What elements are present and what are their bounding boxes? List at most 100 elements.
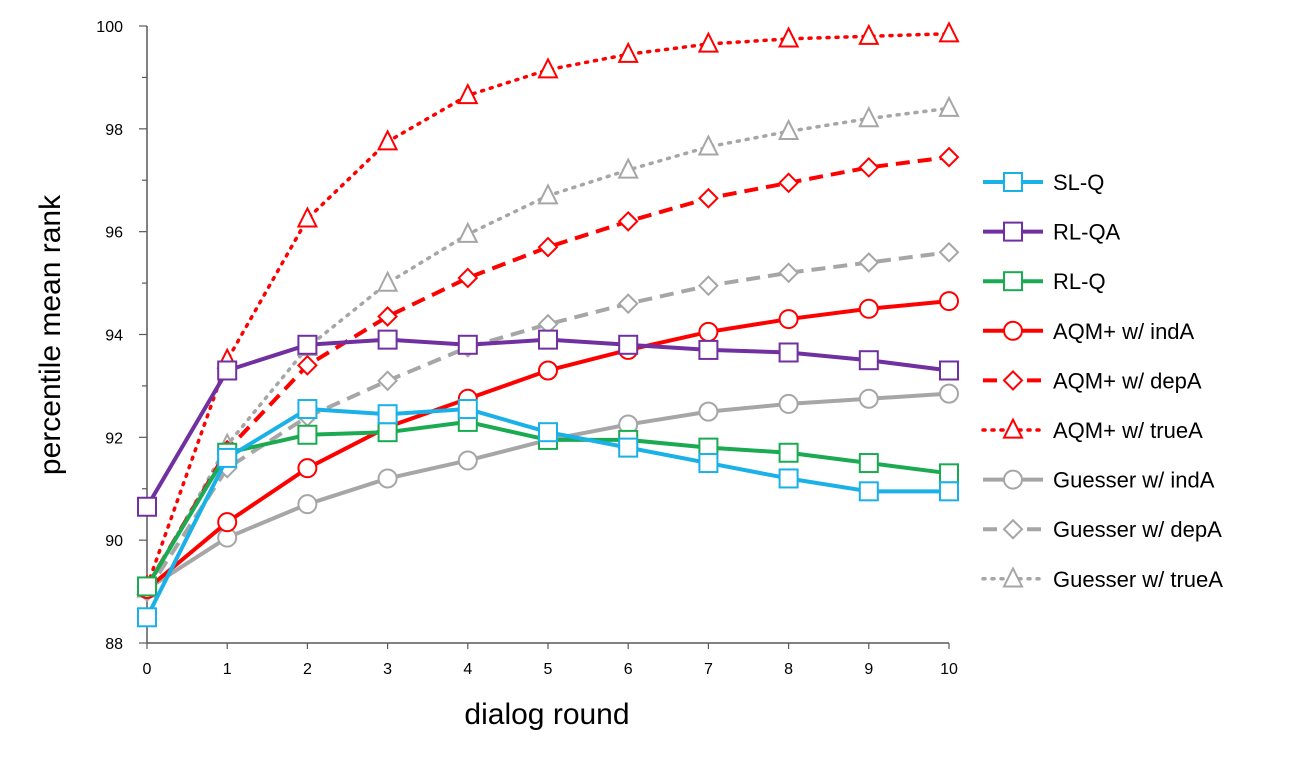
legend-item: RL-QA — [983, 220, 1121, 245]
data-point — [457, 450, 478, 471]
data-point — [939, 291, 959, 312]
data-point — [457, 399, 478, 420]
x-axis: 0 1 2 3 4 5 6 7 8 9 10 — [143, 642, 958, 678]
data-point — [617, 41, 639, 63]
data-point — [939, 360, 959, 381]
legend-label: RL-QA — [1053, 220, 1121, 245]
legend-label: SL-Q — [1053, 170, 1104, 195]
data-point — [377, 370, 399, 392]
data-point — [777, 118, 800, 141]
data-point — [858, 298, 879, 319]
data-point — [457, 82, 479, 105]
data-point — [698, 339, 719, 360]
x-tick-label: 8 — [784, 661, 793, 678]
legend-label: RL-Q — [1053, 269, 1106, 294]
data-point — [938, 146, 960, 168]
data-point — [697, 187, 719, 209]
data-point — [697, 275, 719, 297]
data-point — [297, 399, 318, 420]
legend-item: SL-Q — [983, 170, 1104, 195]
series-aqm-w-truea — [136, 21, 960, 596]
data-point — [697, 134, 720, 156]
legend-item: AQM+ w/ trueA — [981, 417, 1203, 443]
data-point — [778, 262, 800, 284]
legend: SL-Q RL-QA RL-Q AQM+ w/ indA AQM+ w/ depA AQM… — [981, 170, 1223, 592]
data-point — [377, 306, 399, 327]
legend-marker — [1003, 469, 1023, 490]
legend-item: Guesser w/ depA — [983, 517, 1222, 542]
legend-label: AQM+ w/ depA — [1053, 368, 1202, 393]
data-point — [617, 157, 639, 179]
data-point — [858, 388, 879, 409]
legend-item: AQM+ w/ indA — [983, 319, 1195, 344]
legend-label: Guesser w/ trueA — [1053, 567, 1223, 592]
y-tick-label: 90 — [105, 533, 123, 550]
series-line — [145, 31, 951, 589]
data-point — [778, 468, 799, 489]
legend-item: RL-Q — [983, 269, 1106, 294]
data-point — [778, 172, 800, 194]
data-point — [617, 293, 639, 315]
legend-label: Guesser w/ indA — [1053, 468, 1215, 493]
x-tick-label: 2 — [303, 661, 312, 678]
legend-marker — [1002, 566, 1024, 588]
x-tick-label: 5 — [544, 661, 553, 678]
legend-label: AQM+ w/ indA — [1053, 319, 1195, 344]
legend-marker — [1003, 320, 1023, 341]
data-point — [297, 458, 318, 479]
data-point — [618, 334, 639, 355]
legend-marker — [1003, 271, 1023, 292]
data-point — [698, 321, 719, 342]
data-point — [376, 270, 399, 292]
data-point — [538, 360, 558, 381]
x-tick-label: 9 — [864, 661, 873, 678]
legend-label: Guesser w/ depA — [1053, 517, 1222, 542]
legend-marker — [1002, 417, 1024, 439]
series-line — [145, 250, 950, 593]
legend-marker — [1003, 172, 1023, 192]
legend-label: AQM+ w/ trueA — [1053, 418, 1203, 443]
series-rl-qa — [137, 329, 959, 517]
data-point — [858, 252, 880, 273]
data-point — [938, 241, 960, 263]
data-point — [137, 576, 157, 597]
data-point — [938, 95, 960, 117]
series-sl-q — [137, 399, 959, 628]
x-tick-label: 3 — [383, 661, 392, 678]
data-point — [537, 183, 559, 205]
x-tick-label: 1 — [223, 661, 232, 678]
x-tick-label: 6 — [624, 661, 633, 678]
y-axis: 88 90 92 94 96 98 100 — [96, 19, 148, 653]
data-point — [858, 350, 879, 371]
series-aqm-w-depa — [136, 146, 960, 597]
data-point — [538, 329, 558, 350]
data-point — [217, 360, 238, 381]
series-guesser-w-depa — [136, 241, 960, 602]
data-point — [537, 57, 559, 79]
data-point — [939, 481, 959, 502]
data-point — [618, 437, 639, 458]
data-point — [137, 496, 157, 517]
data-point — [377, 422, 398, 443]
data-point — [858, 481, 879, 502]
data-point — [698, 401, 719, 422]
data-point — [938, 21, 960, 43]
legend-item: Guesser w/ indA — [983, 468, 1215, 493]
data-point — [376, 129, 399, 151]
data-point — [697, 31, 720, 53]
data-point — [778, 442, 799, 463]
legend-marker — [1002, 369, 1024, 391]
data-point — [939, 463, 959, 484]
x-axis-title: dialog round — [464, 698, 629, 731]
y-tick-label: 98 — [105, 122, 123, 139]
legend-item: AQM+ w/ depA — [983, 368, 1202, 393]
data-point — [457, 334, 478, 355]
data-point — [377, 404, 398, 425]
x-tick-label: 0 — [143, 661, 152, 678]
data-point — [778, 309, 799, 330]
y-tick-label: 88 — [105, 636, 123, 653]
data-point — [377, 329, 398, 350]
data-point — [457, 267, 479, 289]
data-point — [858, 105, 880, 128]
